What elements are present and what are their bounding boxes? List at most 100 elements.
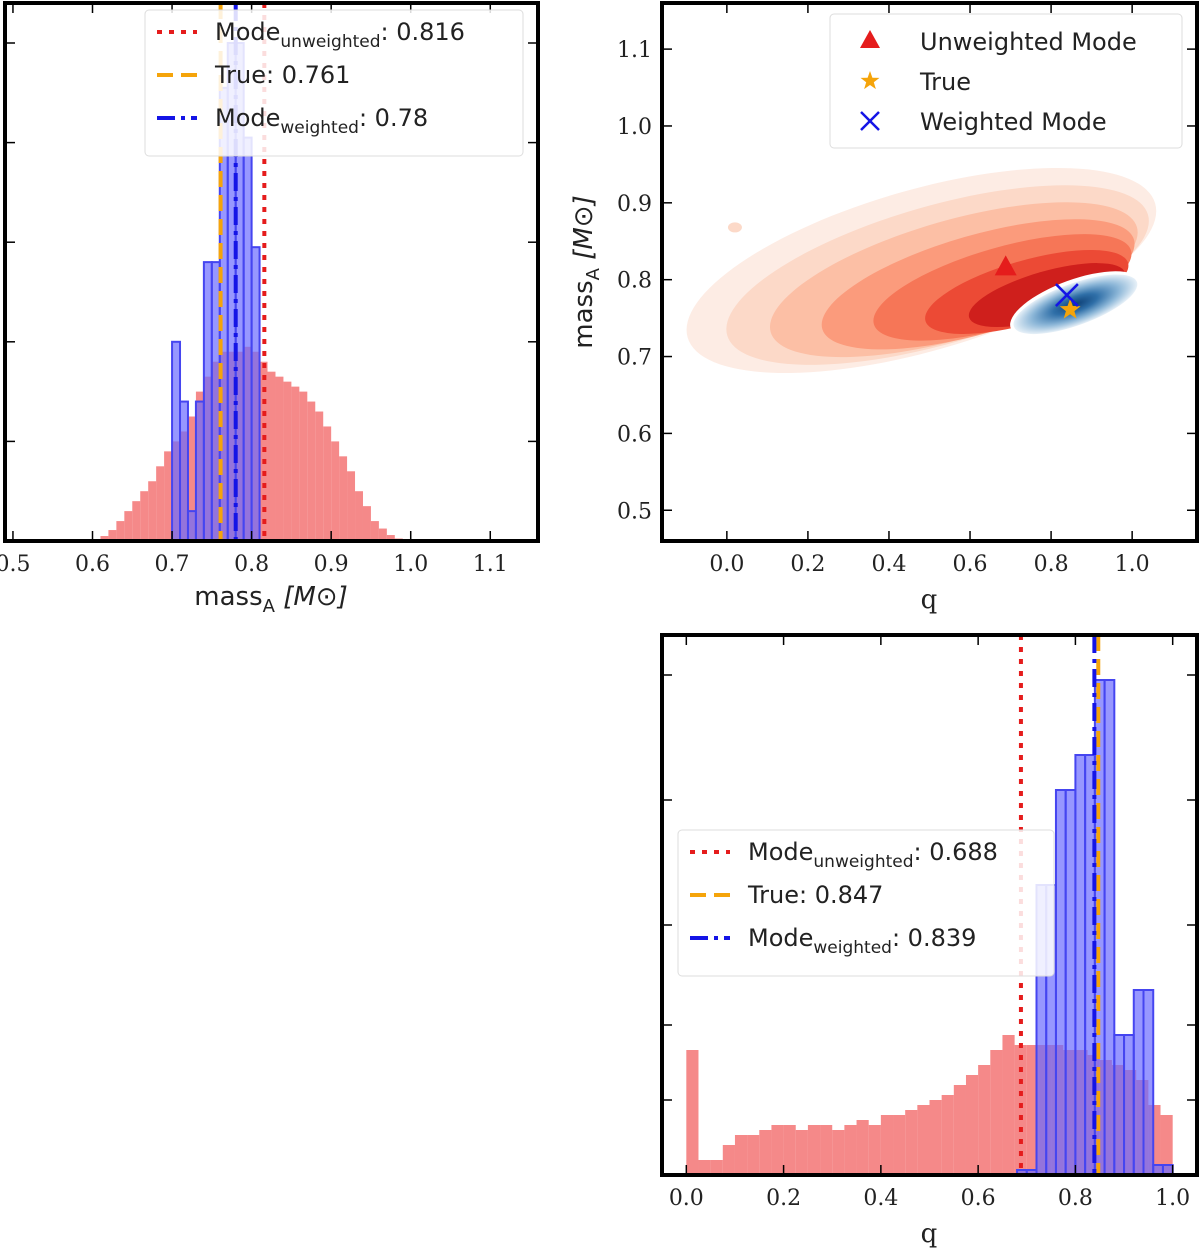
weighted-hist-bar xyxy=(186,510,197,541)
unweighted-hist-bar xyxy=(132,501,141,541)
unweighted-hist-bar xyxy=(965,1075,979,1175)
x-tick-label: 0.8 xyxy=(1058,1186,1093,1211)
unweighted-hist-bar xyxy=(307,401,316,541)
unweighted-hist-bar xyxy=(953,1085,966,1175)
unweighted-hist-bar xyxy=(1002,1035,1015,1175)
x-tick-label: 0.8 xyxy=(234,552,269,577)
unweighted-hist-bar xyxy=(323,426,332,541)
unweighted-hist-bar xyxy=(734,1135,748,1175)
unweighted-hist-bar xyxy=(929,1100,942,1175)
x-tick-label: 1.0 xyxy=(1115,552,1150,577)
unweighted-hist-bar xyxy=(722,1145,735,1175)
weighted-hist-bar xyxy=(194,400,205,541)
unweighted-hist-bar xyxy=(771,1125,784,1175)
legend-label: Modeweighted: 0.78 xyxy=(215,104,428,138)
legend-box xyxy=(829,13,1183,149)
x-tick-label: 0.6 xyxy=(953,552,988,577)
legend-label: Modeweighted: 0.839 xyxy=(748,924,976,958)
q-histogram-panel: 0.0 0.2 0.4 0.6 0.8 1.0 Modeunweighted: 0.688… xyxy=(660,633,1199,1248)
y-tick-label: 0.7 xyxy=(617,346,652,371)
legend-label: Weighted Mode xyxy=(920,108,1107,136)
unweighted-hist-bar xyxy=(267,371,276,541)
density-contour-red xyxy=(727,222,742,233)
x-tick-label: 0.2 xyxy=(766,1186,801,1211)
unweighted-hist-bar xyxy=(978,1065,991,1175)
legend-label: True xyxy=(919,68,971,96)
y-tick-label: 0.5 xyxy=(617,499,652,524)
y-tick-label: 1.0 xyxy=(617,115,652,140)
unweighted-hist-bar xyxy=(386,535,395,541)
x-tick-label: 0.0 xyxy=(669,1186,704,1211)
unweighted-hist-bar xyxy=(156,466,165,541)
x-tick-label: 0.4 xyxy=(871,552,906,577)
weighted-hist-bar xyxy=(242,136,253,541)
y-tick-label: 0.9 xyxy=(617,192,652,217)
unweighted-hist-bar xyxy=(759,1130,772,1175)
x-tick-label: 0.2 xyxy=(790,552,825,577)
unweighted-hist-bar xyxy=(331,441,340,541)
legend-handle xyxy=(860,111,880,131)
unweighted-hist-bar xyxy=(941,1095,954,1175)
unweighted-hist-bar xyxy=(698,1160,711,1175)
legend-label: True: 0.847 xyxy=(747,881,883,909)
unweighted-hist-bar xyxy=(283,381,292,541)
x-tick-label: 0.9 xyxy=(314,552,349,577)
unweighted-hist-bar xyxy=(299,391,308,541)
mass-histogram-frame xyxy=(3,1,540,543)
unweighted-hist-bar xyxy=(868,1125,881,1175)
mass-histogram-panel: 0.5 0.6 0.7 0.8 0.9 1.0 1.1 Modeunweighted: 0.… xyxy=(0,1,540,617)
weighted-hist-bar xyxy=(171,340,182,541)
unweighted-hist-bar xyxy=(783,1125,796,1175)
legend-label: Modeunweighted: 0.688 xyxy=(748,838,998,872)
x-tick-label: 0.5 xyxy=(0,552,30,577)
weighted-hist-bar xyxy=(1142,989,1155,1175)
unweighted-hist-bar xyxy=(148,481,157,541)
unweighted-hist-bar xyxy=(291,386,300,541)
weighted-hist-bar xyxy=(1054,789,1067,1175)
unweighted-hist-bar xyxy=(370,521,379,541)
legend-box xyxy=(677,829,1055,977)
unweighted-hist-bar xyxy=(990,1050,1003,1175)
unweighted-hist-bar xyxy=(362,506,371,541)
unweighted-hist-bar xyxy=(686,1050,699,1175)
unweighted-hist-bar xyxy=(844,1125,857,1175)
unweighted-hist-bar xyxy=(315,411,324,541)
unweighted-hist-bar xyxy=(116,521,125,541)
weighted-hist-bar xyxy=(1103,679,1116,1175)
unweighted-hist-bar xyxy=(832,1130,845,1175)
unweighted-hist-bar xyxy=(187,416,196,541)
weighted-hist-bar xyxy=(179,400,189,541)
unweighted-hist-bar xyxy=(124,511,133,541)
unweighted-mode-marker xyxy=(994,255,1017,276)
weighted-hist-bar xyxy=(1113,1034,1126,1175)
x-tick-label: 0.4 xyxy=(863,1186,898,1211)
x-tick-label: 1.0 xyxy=(1155,1186,1190,1211)
kde-contour-panel: 0.0 0.2 0.4 0.6 0.8 1.00.50.60.70.80.91.01.1 … xyxy=(569,1,1199,615)
unweighted-hist-bar xyxy=(100,536,109,541)
weighted-mode-stroke xyxy=(1055,283,1079,307)
unweighted-hist-bar xyxy=(1014,1045,1027,1175)
weighted-hist-bar xyxy=(1132,989,1145,1175)
x-tick-label: 1.0 xyxy=(393,552,428,577)
unweighted-hist-bar xyxy=(905,1110,918,1175)
y-tick-label: 0.8 xyxy=(617,269,652,294)
kde-contour-xlabel: q xyxy=(921,585,938,615)
q-histogram-legend: Modeunweighted: 0.688 True: 0.847 Modeweig… xyxy=(677,829,1055,977)
mass-histogram-xlabel: massA [M⊙] xyxy=(194,582,347,617)
unweighted-hist-bar xyxy=(275,376,284,541)
x-tick-label: 1.1 xyxy=(473,552,508,577)
unweighted-hist-bar xyxy=(1160,1115,1173,1175)
unweighted-hist-bar xyxy=(917,1105,930,1175)
legend-label: True: 0.761 xyxy=(214,61,350,89)
unweighted-hist-bar xyxy=(355,491,363,541)
kde-contour-frame xyxy=(660,1,1199,543)
x-tick-label: 0.8 xyxy=(1034,552,1069,577)
mass-histogram-legend: Modeunweighted: 0.816 True: 0.761 Modeweig… xyxy=(144,9,524,157)
unweighted-hist-bar xyxy=(339,456,348,541)
unweighted-hist-bar xyxy=(164,451,173,541)
x-tick-label: 0.7 xyxy=(155,552,190,577)
weighted-hist-bar xyxy=(202,261,213,541)
unweighted-hist-bar xyxy=(347,471,356,541)
weighted-hist-bar xyxy=(250,246,261,541)
